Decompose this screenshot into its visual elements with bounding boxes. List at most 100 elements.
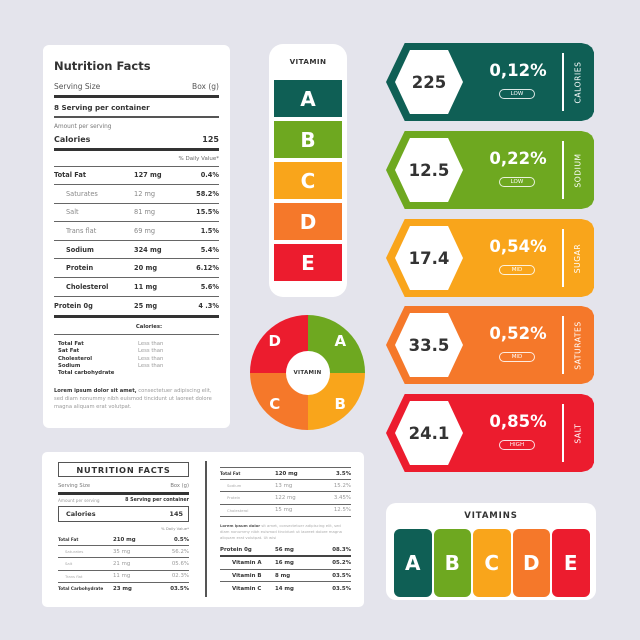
grade-d: D [512, 529, 550, 597]
row-value: Less than [138, 348, 164, 355]
table-row: Total Fat 210 mg 0.5% [58, 534, 189, 547]
vitamin-scale-vertical: VITAMIN A B C D E [269, 44, 347, 297]
row-name: Total Fat [220, 471, 241, 477]
row-percent: 5.6% [200, 282, 219, 291]
row-percent: 6.12% [196, 264, 219, 273]
nutrient-label-text: SATURATES [573, 320, 583, 370]
less-than-row: Cholesterol Less than [58, 356, 219, 363]
level-badge: MID [499, 352, 535, 362]
row-percent: 05.6% [171, 560, 189, 567]
nutrient-label-text: SALT [573, 422, 583, 444]
calories-label: Calories [66, 510, 96, 518]
amount-per-serving: Amount per serving [54, 123, 112, 130]
nutrient-label-text: SUGAR [573, 243, 583, 273]
row-name: Total Fat [58, 537, 79, 543]
row-amount: 120 mg [275, 470, 298, 477]
less-than-row: Total Fat Less than [58, 341, 219, 348]
table-row: Protein 122 mg 3.45% [220, 492, 351, 505]
separator [562, 53, 564, 111]
row-percent: 03.5% [332, 585, 351, 592]
row-percent: 15.2% [333, 482, 351, 489]
row-name: Total Fat [54, 171, 87, 180]
row-name: Vitamin B [232, 572, 262, 579]
row-percent: 56.2% [171, 548, 189, 555]
table-row: Protein 20 mg 6.12% [54, 259, 219, 279]
table-row: Vitamin B 8 mg 03.5% [220, 570, 351, 583]
row-percent: 4 .3% [198, 301, 219, 310]
table-row: Sodium 13 mg 15.2% [220, 480, 351, 493]
row-name: Sat Fat [58, 348, 80, 355]
servings-per-container: 8 Serving per container [125, 498, 189, 503]
table-row: Trans flat 11 mg 02.3% [58, 571, 189, 583]
row-amount: 15 mg [275, 507, 293, 514]
row-amount: 69 mg [134, 227, 156, 236]
less-than-list: Total Fat Less than Sat Fat Less than Chol… [54, 335, 219, 377]
row-percent: 3.5% [336, 470, 351, 477]
serving-size-value: Box (g) [170, 483, 189, 489]
row-name: Protein 0g [54, 301, 93, 310]
table-row: Protein 0g 25 mg 4 .3% [54, 297, 219, 316]
grade-c: C [473, 529, 511, 597]
table-row: Cholesterol 15 mg 12.5% [220, 505, 351, 517]
less-than-row: Sodium Less than [58, 363, 219, 370]
row-percent: 1.5% [200, 227, 219, 236]
lorem-rest: consectetuer adipiscing elit, sed diam n… [54, 388, 212, 411]
row-percent: 05.2% [332, 560, 351, 566]
row-percent: 58.2% [196, 189, 219, 198]
row-name: Saturates [66, 189, 98, 198]
nutrient-bar-calories: 225 0,12% LOW CALORIES [386, 43, 594, 121]
row-percent: 12.5% [333, 507, 351, 514]
row-name: Protein [227, 495, 241, 501]
nutrient-bar-salt: 24.1 0,85% HIGH SALT [386, 394, 594, 472]
grade-e: E [552, 529, 590, 597]
grade-b: B [433, 529, 471, 597]
less-than-row: Total carbohydrate [58, 370, 219, 377]
row-amount: 8 mg [275, 572, 291, 579]
nutrient-bar-sodium: 12.5 0,22% LOW SODIUM [386, 131, 594, 209]
row-amount: 13 mg [275, 482, 293, 489]
row-amount: 11 mg [134, 282, 158, 291]
row-name: Protein 0g [220, 547, 252, 553]
separator [562, 404, 564, 462]
vitamin-grades: A B C D E [394, 529, 590, 597]
table-row: Total Carbohydrate 23 mg 03.5% [58, 583, 189, 595]
quadrant-label: D [268, 331, 281, 350]
row-amount: 16 mg [275, 560, 294, 566]
lorem-text: Lorem ipsum dolor sit amet, consectetuer… [220, 517, 351, 545]
table-row: Cholesterol 11 mg 5.6% [54, 278, 219, 297]
less-than-row: Sat Fat Less than [58, 348, 219, 355]
nutrient-label-text: SODIUM [573, 152, 583, 188]
row-value: Less than [138, 362, 164, 369]
table-row: Saturates 35 mg 56.2% [58, 546, 189, 559]
divider [54, 315, 219, 319]
row-name: Total carbohydrate [58, 370, 115, 377]
hexagon-value: 17.4 [395, 226, 463, 290]
row-name: Protein [66, 264, 94, 273]
row-percent: 03.5% [332, 572, 351, 579]
row-percent: 0.5% [174, 536, 189, 543]
calories-box: Calories 145 [58, 506, 189, 522]
level-badge: LOW [499, 177, 535, 187]
row-amount: 12 mg [134, 189, 156, 198]
serving-size-value: Box (g) [192, 82, 219, 91]
row-amount: 127 mg [134, 171, 162, 180]
quadrant-label: B [334, 395, 346, 414]
column-divider [205, 461, 207, 597]
row-amount: 14 mg [275, 585, 294, 592]
calories-row: Calories 125 [54, 135, 219, 148]
table-row: Protein 0g 56 mg 08.3% [220, 545, 351, 558]
row-amount: 25 mg [134, 301, 158, 310]
card-title: NUTRITION FACTS [58, 462, 189, 477]
vitamin-scale-title: VITAMIN [289, 57, 327, 66]
row-percent: 15.5% [196, 208, 219, 217]
row-name: Trans flat [65, 573, 83, 579]
divider [54, 116, 219, 118]
serving-size-label: Serving Size [54, 82, 101, 91]
quadrant-label: A [334, 331, 347, 350]
nutrient-label: SODIUM [565, 131, 591, 209]
lorem-rest: sit amet, consectetuer adipiscing elit, … [220, 522, 342, 540]
divider [220, 467, 351, 468]
daily-value-label: % Daily Value* [178, 155, 220, 162]
divider [54, 95, 219, 98]
card-title: Nutrition Facts [54, 59, 151, 73]
